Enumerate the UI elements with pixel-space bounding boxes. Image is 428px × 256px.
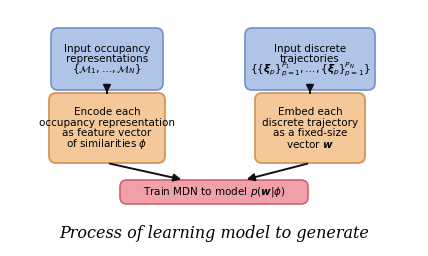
Text: $\{\mathcal{M}_1,\ldots,\mathcal{M}_N\}$: $\{\mathcal{M}_1,\ldots,\mathcal{M}_N\}$ (72, 63, 142, 76)
Text: trajectories: trajectories (280, 54, 340, 64)
Text: of similarities $\phi$: of similarities $\phi$ (66, 137, 148, 151)
Text: representations: representations (66, 54, 148, 64)
FancyBboxPatch shape (49, 93, 165, 163)
Text: Input occupancy: Input occupancy (64, 44, 150, 54)
Text: Input discrete: Input discrete (274, 44, 346, 54)
FancyBboxPatch shape (51, 28, 163, 90)
Text: discrete trajectory: discrete trajectory (262, 118, 358, 128)
Text: Embed each: Embed each (278, 107, 342, 117)
Text: vector $\boldsymbol{w}$: vector $\boldsymbol{w}$ (286, 138, 334, 150)
FancyBboxPatch shape (245, 28, 375, 90)
Text: $\{\{\boldsymbol{\xi}_p\}_{p=1}^{P_1},\ldots,\{\boldsymbol{\xi}_p\}_{p=1}^{P_N}\: $\{\{\boldsymbol{\xi}_p\}_{p=1}^{P_1},\l… (250, 60, 370, 79)
Text: Train MDN to model $p(\boldsymbol{w}|\phi)$: Train MDN to model $p(\boldsymbol{w}|\ph… (143, 185, 285, 199)
Text: Encode each: Encode each (74, 107, 140, 117)
Text: occupancy representation: occupancy representation (39, 118, 175, 128)
Text: as a fixed-size: as a fixed-size (273, 128, 347, 138)
Text: Process of learning model to generate: Process of learning model to generate (59, 226, 369, 242)
FancyBboxPatch shape (120, 180, 308, 204)
FancyBboxPatch shape (255, 93, 365, 163)
Text: as feature vector: as feature vector (62, 128, 152, 138)
